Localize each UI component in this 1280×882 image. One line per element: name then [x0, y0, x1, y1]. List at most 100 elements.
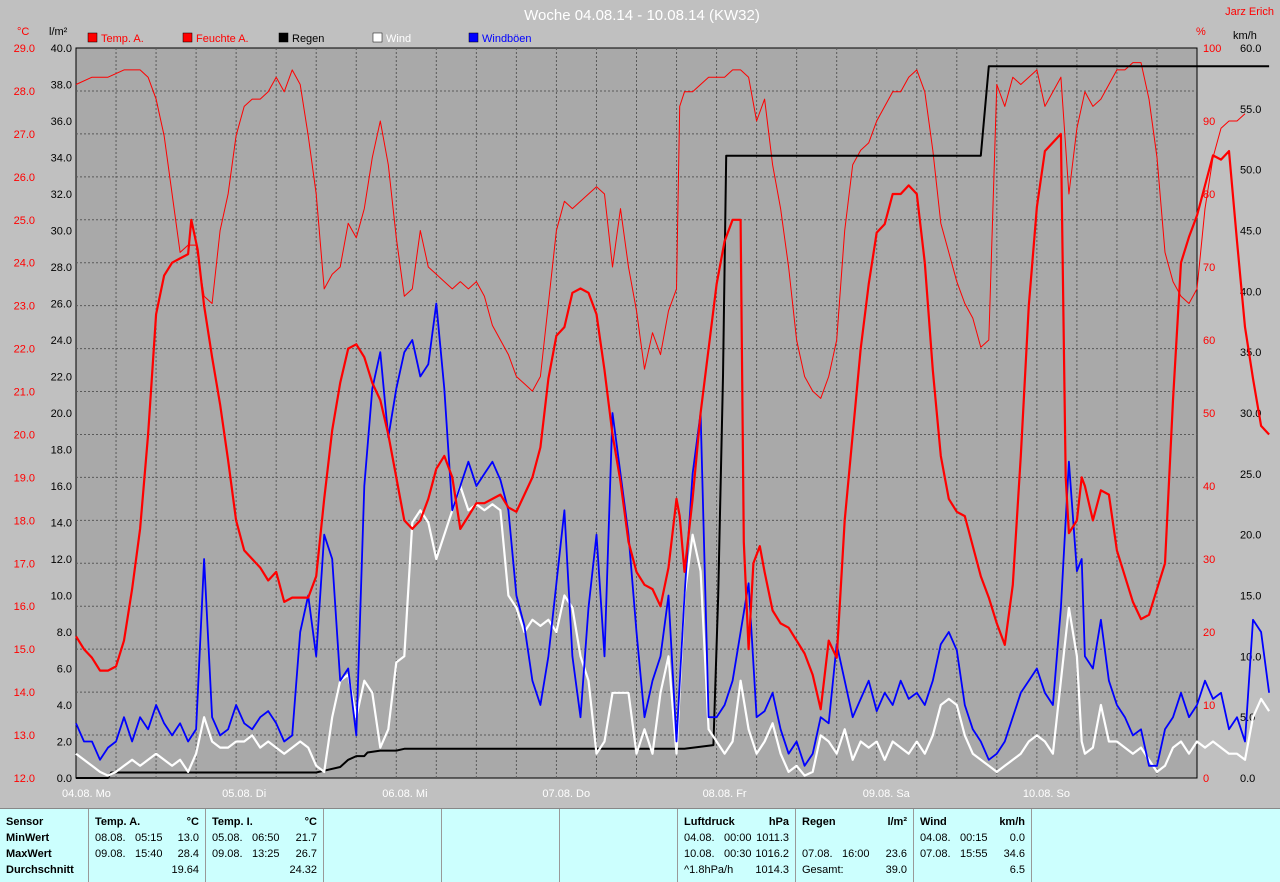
axis-unit-temp: °C [17, 26, 29, 38]
y-tick-label-temp: 17.0 [14, 558, 35, 570]
x-tick-label: 06.08. Mi [382, 788, 427, 800]
luftdruck-title: Luftdruck [684, 816, 735, 828]
y-tick-label-rain: 20.0 [51, 408, 72, 420]
luftdruck-max-value: 1016.2 [755, 848, 789, 860]
y-tick-label-wind: 20.0 [1240, 530, 1261, 542]
wind-max-value: 34.6 [1003, 848, 1025, 860]
series-line [75, 484, 1271, 777]
y-tick-label-rain: 36.0 [51, 116, 72, 128]
y-tick-label-rain: 12.0 [51, 554, 72, 566]
legend-label: Windböen [482, 33, 532, 45]
stats-col-labels: Sensor MinWert MaxWert Durchschnitt [0, 809, 89, 882]
regen-total-label: Gesamt: [802, 864, 844, 876]
temp-a-min-date: 08.08. [95, 832, 126, 844]
temp-i-min-time: 06:50 [252, 832, 280, 844]
stats-col-regen: Regen l/m² 07.08. 16:00 23.6 Gesamt: 39.… [796, 809, 914, 882]
stats-col-empty-3 [560, 809, 678, 882]
y-tick-label-rain: 32.0 [51, 189, 72, 201]
x-tick-label: 07.08. Do [542, 788, 590, 800]
wind-min-time: 00:15 [960, 832, 988, 844]
axis-unit-wind: km/h [1233, 30, 1257, 42]
y-tick-label-humidity: 30 [1203, 554, 1215, 566]
legend-label: Regen [292, 33, 324, 45]
wind-unit: km/h [999, 816, 1025, 828]
y-tick-label-humidity: 0 [1203, 773, 1209, 785]
luftdruck-trend: ^1.8hPa/h [684, 864, 734, 876]
series-line [75, 302, 1270, 767]
stats-label-max: MaxWert [6, 848, 52, 860]
y-tick-label-rain: 6.0 [57, 664, 72, 676]
luftdruck-max-time: 00:30 [724, 848, 752, 860]
y-tick-label-rain: 4.0 [57, 700, 72, 712]
y-tick-label-rain: 0.0 [57, 773, 72, 785]
y-tick-label-temp: 20.0 [14, 429, 35, 441]
stats-col-temp-i: Temp. I. °C 05.08. 06:50 21.7 09.08. 13:… [206, 809, 324, 882]
y-tick-label-wind: 15.0 [1240, 591, 1261, 603]
y-tick-label-humidity: 10 [1203, 700, 1215, 712]
regen-total: 39.0 [885, 864, 907, 876]
temp-a-max-date: 09.08. [95, 848, 126, 860]
legend-swatch [87, 32, 98, 43]
y-tick-label-rain: 38.0 [51, 80, 72, 92]
temp-a-unit: °C [186, 816, 199, 828]
y-tick-label-rain: 2.0 [57, 737, 72, 749]
wind-min-value: 0.0 [1009, 832, 1025, 844]
temp-a-min-time: 05:15 [135, 832, 163, 844]
series-line [75, 62, 1246, 399]
stats-col-empty-2 [442, 809, 560, 882]
series-line [76, 65, 1270, 779]
stats-col-wind: Wind km/h 04.08. 00:15 0.0 07.08. 15:55 … [914, 809, 1032, 882]
weather-chart: 12.0 13.0 14.0 15.0 16.0 17.0 18.0 19.0 20.0 21.0… [0, 0, 1280, 808]
y-tick-label-temp: 27.0 [14, 129, 35, 141]
y-tick-label-rain: 16.0 [51, 481, 72, 493]
y-tick-label-rain: 40.0 [51, 43, 72, 55]
luftdruck-min-date: 04.08. [684, 832, 715, 844]
temp-i-min-date: 05.08. [212, 832, 243, 844]
y-tick-label-temp: 22.0 [14, 344, 35, 356]
y-tick-label-temp: 18.0 [14, 515, 35, 527]
y-tick-label-wind: 60.0 [1240, 43, 1261, 55]
x-tick-label: 08.08. Fr [703, 788, 747, 800]
y-tick-label-humidity: 80 [1203, 189, 1215, 201]
regen-max-date: 07.08. [802, 848, 833, 860]
y-tick-label-temp: 15.0 [14, 644, 35, 656]
y-tick-label-temp: 24.0 [14, 258, 35, 270]
y-tick-label-wind: 55.0 [1240, 104, 1261, 116]
y-tick-label-rain: 18.0 [51, 445, 72, 457]
wind-min-date: 04.08. [920, 832, 951, 844]
legend-label: Temp. A. [101, 33, 144, 45]
y-tick-label-temp: 21.0 [14, 387, 35, 399]
y-tick-label-rain: 24.0 [51, 335, 72, 347]
y-tick-label-wind: 45.0 [1240, 226, 1261, 238]
y-tick-label-temp: 13.0 [14, 730, 35, 742]
y-tick-label-wind: 0.0 [1240, 773, 1255, 785]
wind-max-time: 15:55 [960, 848, 988, 860]
stats-label-min: MinWert [6, 832, 50, 844]
y-tick-label-wind: 50.0 [1240, 165, 1261, 177]
y-tick-label-temp: 14.0 [14, 687, 35, 699]
chart-svg: 12.0 13.0 14.0 15.0 16.0 17.0 18.0 19.0 20.0 21.0… [14, 6, 1274, 800]
legend-swatch [278, 32, 289, 43]
temp-i-average: 24.32 [289, 864, 317, 876]
y-tick-label-rain: 10.0 [51, 591, 72, 603]
stats-header-sensor: Sensor [6, 816, 44, 828]
luftdruck-min-value: 1011.3 [756, 832, 789, 844]
y-tick-label-temp: 28.0 [14, 86, 35, 98]
y-tick-label-temp: 16.0 [14, 601, 35, 613]
stats-label-avg: Durchschnitt [6, 864, 74, 876]
temp-i-min-value: 21.7 [295, 832, 317, 844]
temp-a-average: 19.64 [171, 864, 199, 876]
y-tick-label-rain: 14.0 [51, 518, 72, 530]
regen-max-time: 16:00 [842, 848, 870, 860]
temp-i-title: Temp. I. [212, 816, 253, 828]
temp-a-min-value: 13.0 [177, 832, 199, 844]
luftdruck-unit: hPa [768, 816, 789, 828]
y-tick-label-humidity: 90 [1203, 116, 1215, 128]
temp-i-unit: °C [304, 816, 317, 828]
y-tick-label-temp: 26.0 [14, 172, 35, 184]
y-tick-label-rain: 28.0 [51, 262, 72, 274]
y-tick-label-wind: 25.0 [1240, 469, 1261, 481]
series-line [75, 132, 1270, 711]
stats-col-empty-4 [1032, 809, 1280, 882]
x-tick-label: 09.08. Sa [863, 788, 911, 800]
